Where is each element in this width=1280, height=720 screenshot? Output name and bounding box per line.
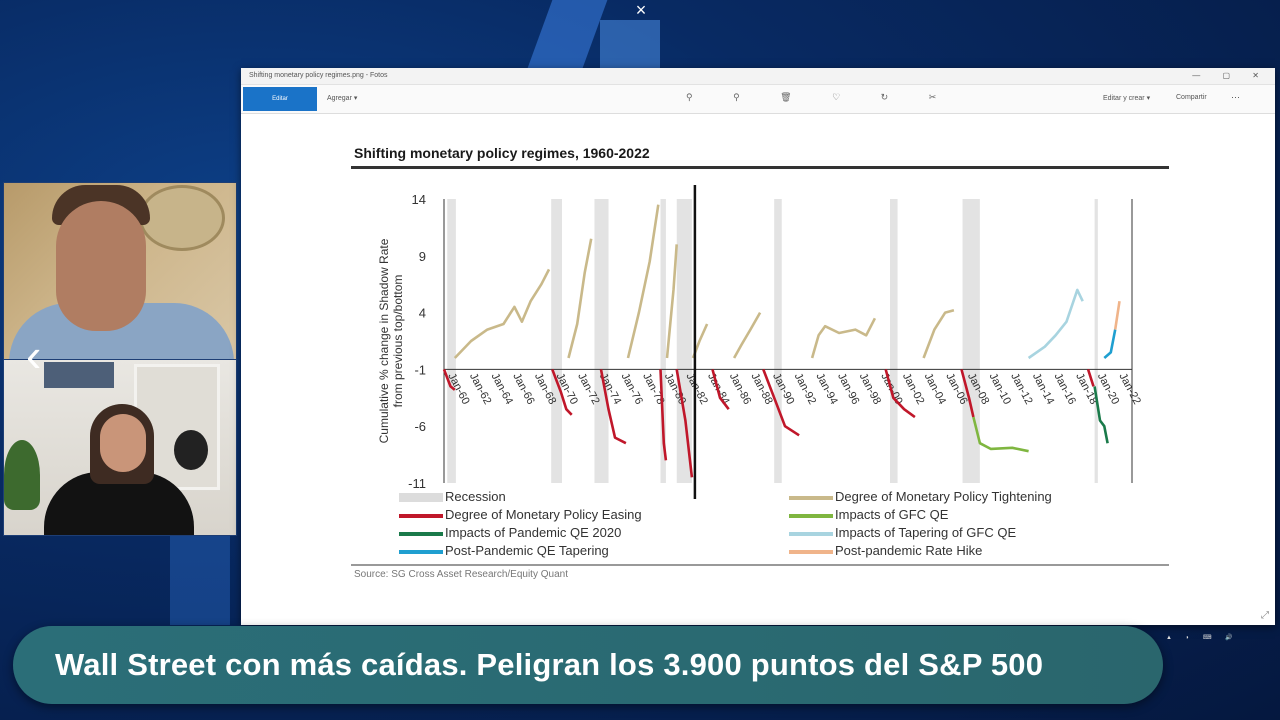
video-feed-guest [3,359,237,536]
series-line-easing [599,369,627,445]
window-title: Shifting monetary policy regimes.png - F… [249,72,388,79]
chevron-left-icon[interactable]: ‹ [26,329,42,381]
background-shape [600,20,660,68]
window-titlebar: Shifting monetary policy regimes.png - F… [241,68,1275,85]
recession-band [676,199,692,483]
taskbar-tray: ▲ ◗ ⌨ 🔊 [1166,635,1239,641]
series-line-tightening [665,244,678,359]
window-controls[interactable]: — ▢ ✕ [1192,71,1269,80]
series-line-easing [960,369,975,418]
recession-band [594,199,609,483]
legend-label: Degree of Monetary Policy Tightening [835,489,1052,504]
y-tick-label: -6 [414,419,426,434]
guest-person [100,414,146,472]
legend-label: Impacts of Tapering of GFC QE [835,525,1017,540]
wall-picture-decoration [44,362,114,388]
series-line-tightening [732,311,762,359]
add-menu[interactable]: Agregar ▾ [327,95,358,102]
y-tick-label: 4 [419,306,426,321]
series-line-post-pandemic-hike [1113,301,1121,330]
news-ticker: Wall Street con más caídas. Peligran los… [13,626,1163,704]
legend-swatch [399,532,443,536]
more-icon[interactable]: ⋯ [1231,92,1240,102]
series-line-easing [551,368,573,416]
series-line-tightening [626,204,660,359]
legend-label: Recession [445,489,506,504]
legend-label: Post-pandemic Rate Hike [835,543,983,558]
wall-plate-decoration [139,185,225,251]
legend-swatch [789,496,833,500]
y-tick-label: 14 [412,192,426,207]
chart-source: Source: SG Cross Asset Research/Equity Q… [354,569,568,580]
series-line-easing [659,369,668,461]
plant-decoration [4,440,40,510]
resize-icon[interactable]: ⤢ [1261,610,1269,621]
y-tick-label: -11 [408,476,426,491]
title-divider [351,166,1169,169]
series-line-tightening [922,309,955,359]
recession-band [962,199,980,483]
legend-label: Impacts of GFC QE [835,507,949,522]
legend-swatch [789,532,833,536]
legend-swatch [789,550,833,554]
series-line-easing [1086,369,1095,387]
viewer-toolbar: Editar Agregar ▾ ⚲ ⚲ 🗑 ♡ ↻ ✂ Editar y cr… [241,85,1275,114]
chart-title: Shifting monetary policy regimes, 1960-2… [354,145,650,161]
series-line-easing [884,369,916,419]
source-divider [351,564,1169,566]
headphones-decoration [174,430,208,470]
series-line-gfc-qe [972,416,1029,453]
edit-create-menu[interactable]: Editar y crear ▾ [1103,95,1151,102]
toolbar-tool-icons[interactable]: ⚲ ⚲ 🗑 ♡ ↻ ✂ [686,92,956,102]
legend-swatch [399,493,443,502]
close-icon[interactable]: × [635,0,647,20]
series-line-tightening [810,317,877,359]
series-line-post-pandemic-tapering [1103,329,1117,359]
recession-band [774,199,782,483]
legend-label: Impacts of Pandemic QE 2020 [445,525,622,540]
series-line-easing [442,368,456,391]
ticker-headline: Wall Street con más caídas. Peligran los… [55,647,1044,682]
series-line-pandemic-qe [1093,386,1109,444]
background-shape [170,535,230,625]
edit-button[interactable]: Editar [243,87,317,111]
video-feed-host [3,182,237,360]
recession-band [551,199,562,483]
series-line-tapering-gfc [1027,288,1084,360]
recession-band [660,199,666,483]
series-line-easing [711,369,730,410]
legend-label: Post-Pandemic QE Tapering [445,543,609,558]
y-tick-label: -1 [414,362,426,377]
series-line-tightening [453,268,551,359]
photo-viewer-window: Shifting monetary policy regimes.png - F… [241,68,1275,625]
legend-swatch [399,514,443,518]
legend-swatch [789,514,833,518]
legend-swatch [399,550,443,554]
background-shape [527,0,608,68]
series-line-easing [762,368,800,437]
recession-band [890,199,898,483]
host-person [56,201,146,331]
series-line-easing [675,369,694,478]
recession-band [447,199,456,483]
share-button[interactable]: Compartir [1176,94,1207,101]
legend-label: Degree of Monetary Policy Easing [445,507,642,522]
y-tick-label: 9 [419,249,426,264]
recession-band [1094,199,1098,483]
series-line-tightening [567,238,593,359]
y-axis-label: Cumulative % change in Shadow Ratefrom p… [377,238,405,443]
monetary-policy-chart: 14 9 4 -1 -6 -11 Cumulative % change in Shadow… [377,185,1143,499]
